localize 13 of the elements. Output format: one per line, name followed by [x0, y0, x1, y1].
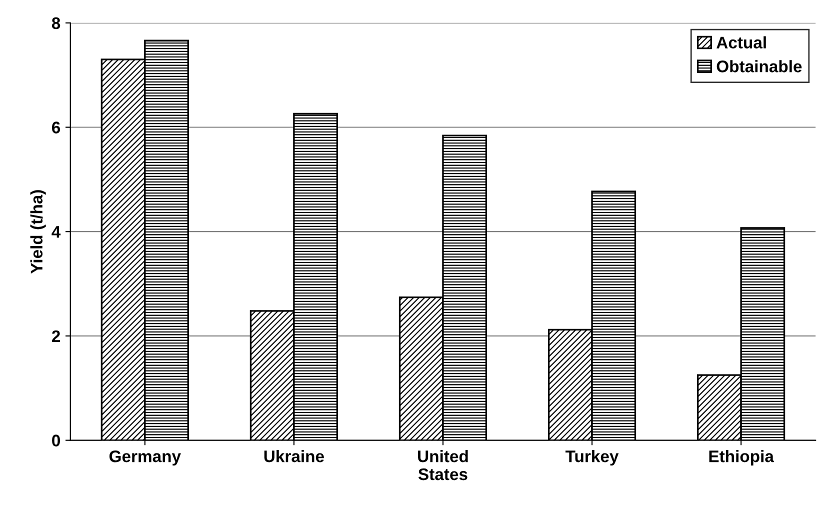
y-tick-label: 2 [52, 330, 60, 342]
x-tick-label: Ukraine [264, 450, 324, 462]
x-tick-label: Turkey [565, 450, 619, 466]
x-tick-label: Ethiopia [709, 450, 774, 466]
x-tick-label: Germany [109, 450, 181, 466]
y-tick-label: 8 [52, 17, 60, 30]
y-tick-label: 4 [52, 226, 61, 238]
legend-label: Actual [716, 36, 766, 48]
y-axis-title: Yield (t/ha) [30, 190, 46, 274]
legend-label: Obtainable [716, 60, 802, 72]
y-tick-label: 6 [52, 122, 60, 134]
y-tick-label: 0 [52, 434, 60, 446]
x-tick-label: United States [418, 450, 468, 480]
